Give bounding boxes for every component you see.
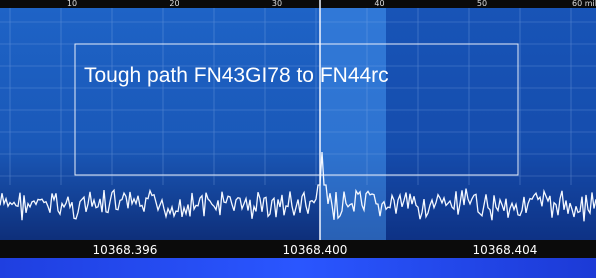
ruler-label: 50 [477,0,487,8]
annotation: Tough path FN43GI78 to FN44rc [84,64,389,87]
waterfall [0,258,596,278]
ruler-label: 40 [374,0,384,8]
ruler-label: 10 [67,0,77,8]
frequency-label: 10368.404 [473,243,538,257]
spectrum-display: Tough path FN43GI78 to FN44rc 10368.396 … [0,0,596,278]
ruler-label: 60 mil [572,0,596,8]
ruler-strip [0,0,596,8]
frequency-label: 10368.396 [93,243,158,257]
ruler-label: 20 [169,0,179,8]
frequency-label: 10368.400 [283,243,348,257]
ruler-label: 30 [272,0,282,8]
